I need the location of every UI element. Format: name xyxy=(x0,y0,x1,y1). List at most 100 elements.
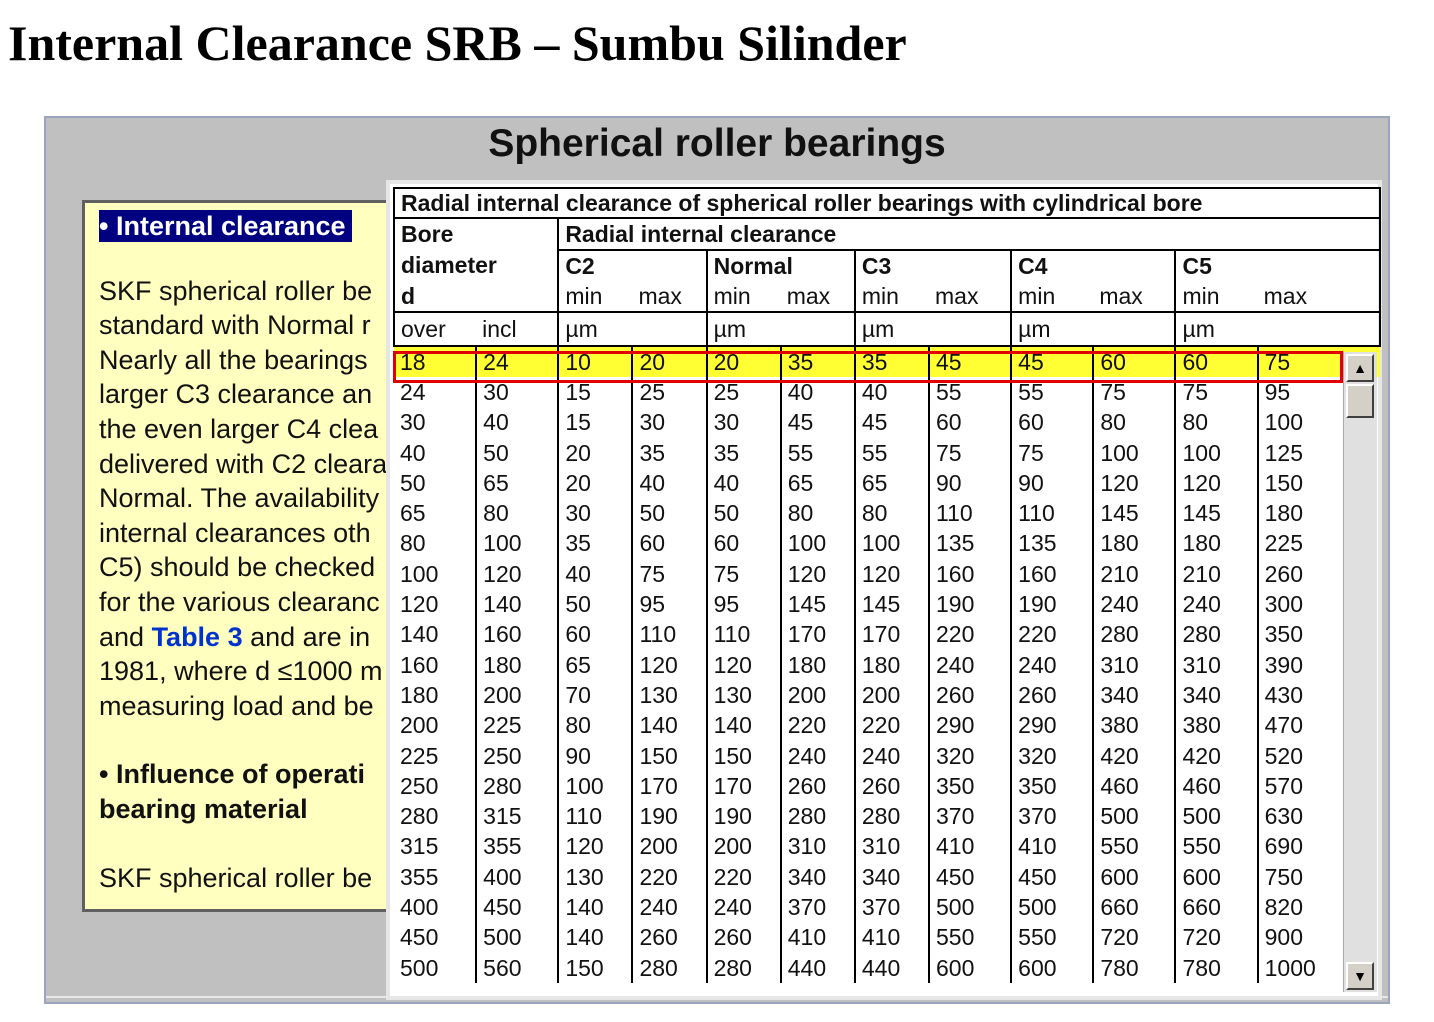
table-row[interactable]: 450 500 140 260 260 410 410 550 550 720 720 900 xyxy=(394,922,1380,953)
table-cell: 350 xyxy=(1011,771,1095,802)
scroll-thumb[interactable] xyxy=(1346,384,1374,418)
table-cell: 120 xyxy=(394,589,478,620)
min-label: min xyxy=(1182,282,1220,309)
table-row[interactable]: 200 225 80 140 140 220 220 290 290 380 380 470 xyxy=(394,710,1380,741)
table-cell: 120 xyxy=(780,559,856,590)
unit-label: µm xyxy=(557,311,708,347)
table-row[interactable]: 100 120 40 75 75 120 120 160 160 210 210 260 xyxy=(394,559,1380,590)
table-cell: 140 xyxy=(558,892,634,923)
slide-frame: Spherical roller bearings • Internal cle… xyxy=(44,116,1390,1004)
table-cell: 35 xyxy=(558,528,634,560)
clearance-header: Radial internal clearance xyxy=(558,218,1381,251)
table-row[interactable]: 80 100 35 60 60 100 100 135 135 180 180 225 xyxy=(394,528,1380,560)
table-row-selected[interactable]: 18 24 10 20 20 35 35 45 45 60 60 75 xyxy=(394,346,1380,378)
table-row[interactable]: 140 160 60 110 110 170 170 220 220 280 280 350 xyxy=(394,619,1380,650)
table-row[interactable]: 180 200 70 130 130 200 200 260 260 340 340 430 xyxy=(394,680,1380,711)
table-cell: 380 xyxy=(1175,710,1259,741)
table-cell: 220 xyxy=(929,619,1013,650)
table-row[interactable]: 355 400 130 220 220 340 340 450 450 600 600 750 xyxy=(394,862,1380,893)
table-cell: 65 xyxy=(476,468,560,499)
influence-heading: • Influence of operati xyxy=(99,759,365,790)
table-cell: 65 xyxy=(780,468,856,499)
table-cell: 260 xyxy=(780,771,856,802)
table-cell: 190 xyxy=(1011,589,1095,620)
table-cell: 100 xyxy=(476,528,560,560)
table-cell: 80 xyxy=(1093,407,1177,438)
table-cell: 65 xyxy=(558,649,634,681)
table-cell: 410 xyxy=(780,922,856,953)
scroll-down-button[interactable]: ▼ xyxy=(1346,962,1374,990)
table-cell: 30 xyxy=(558,498,634,529)
table-cell: 600 xyxy=(929,952,1013,984)
table-cell: 30 xyxy=(632,407,708,438)
panel-text-line: internal clearances oth xyxy=(99,517,371,548)
table-cell: 310 xyxy=(854,831,931,863)
table-cell: 500 xyxy=(1093,801,1177,832)
max-label: max xyxy=(1257,281,1382,312)
table-cell: 280 xyxy=(476,771,560,802)
table-row[interactable]: 24 30 15 25 25 40 40 55 55 75 75 95 xyxy=(394,377,1380,408)
table-cell: 500 xyxy=(394,952,478,984)
table-cell: 280 xyxy=(394,801,478,832)
table-row[interactable]: 50 65 20 40 40 65 65 90 90 120 120 150 xyxy=(394,468,1380,499)
table-row[interactable]: 65 80 30 50 50 80 80 110 110 145 145 180 xyxy=(394,498,1380,529)
table-cell: 260 xyxy=(1011,680,1095,711)
table-row[interactable]: 250 280 100 170 170 260 260 350 350 460 460 570 xyxy=(394,771,1380,802)
table-cell: 80 xyxy=(854,498,931,529)
table-cell: 170 xyxy=(780,619,856,650)
table-row[interactable]: 400 450 140 240 240 370 370 500 500 660 660 820 xyxy=(394,892,1380,923)
table-cell: 75 xyxy=(632,559,708,590)
table-cell: 140 xyxy=(706,710,782,741)
table-cell: 100 xyxy=(558,771,634,802)
table-cell: 160 xyxy=(1011,559,1095,590)
table-cell: 280 xyxy=(1175,619,1259,650)
table-cell: 440 xyxy=(854,952,931,984)
table-cell: 180 xyxy=(1175,528,1259,560)
table-cell: 65 xyxy=(394,498,478,529)
over-label: over xyxy=(392,311,477,347)
table-row[interactable]: 120 140 50 95 95 145 145 190 190 240 240 300 xyxy=(394,589,1380,620)
table-row[interactable]: 225 250 90 150 150 240 240 320 320 420 420 520 xyxy=(394,740,1380,772)
table-cell: 220 xyxy=(1011,619,1095,650)
table-cell: 190 xyxy=(929,589,1013,620)
table-cell: 120 xyxy=(1093,468,1177,499)
table-cell: 140 xyxy=(394,619,478,650)
table-cell: 520 xyxy=(1264,742,1304,769)
internal-clearance-heading: • Internal clearance xyxy=(99,210,352,242)
table-cell: 600 xyxy=(1175,862,1259,893)
vertical-scrollbar[interactable]: ▲ ▼ xyxy=(1343,352,1377,992)
table-cell: 100 xyxy=(854,528,931,560)
table-row[interactable]: 40 50 20 35 35 55 55 75 75 100 100 125 xyxy=(394,437,1380,469)
table-cell: 240 xyxy=(1093,589,1177,620)
table-row[interactable]: 280 315 110 190 190 280 280 370 370 500 500 630 xyxy=(394,801,1380,832)
table-cell: 60 xyxy=(632,528,708,560)
table-cell: 660 xyxy=(1175,892,1259,923)
table-cell: 400 xyxy=(476,862,560,893)
table-body: 18 24 10 20 20 35 35 45 45 60 60 75 24 30 15 25 25 40 40 55… xyxy=(394,346,1380,984)
scroll-up-button[interactable]: ▲ xyxy=(1346,354,1374,382)
table-cell: 370 xyxy=(854,892,931,923)
panel-text-line: measuring load and be xyxy=(99,690,374,721)
table-3-link[interactable]: Table 3 xyxy=(151,621,243,652)
clearance-table-window: Radial internal clearance of spherical r… xyxy=(386,180,1382,1000)
table-row[interactable]: 315 355 120 200 200 310 310 410 410 550 550 690 xyxy=(394,831,1380,863)
table-cell: 160 xyxy=(394,649,478,681)
table-cell: 390 xyxy=(1264,651,1304,678)
table-cell: 50 xyxy=(476,437,560,469)
table-row[interactable]: 500 560 150 280 280 440 440 600 600 780 780 1000 xyxy=(394,952,1380,984)
table-cell: 200 xyxy=(854,680,931,711)
table-cell: 80 xyxy=(476,498,560,529)
panel-text: and are in xyxy=(242,621,371,652)
table-cell: 410 xyxy=(854,922,931,953)
table-cell: 24 xyxy=(394,377,478,408)
table-cell: 95 xyxy=(632,589,708,620)
table-cell: 180 xyxy=(1264,500,1304,527)
table-cell: 350 xyxy=(929,771,1013,802)
table-row[interactable]: 30 40 15 30 30 45 45 60 60 80 80 100 xyxy=(394,407,1380,438)
table-cell: 45 xyxy=(929,346,1013,378)
frame-title: Spherical roller bearings xyxy=(488,122,946,165)
table-cell: 260 xyxy=(706,922,782,953)
table-row[interactable]: 160 180 65 120 120 180 180 240 240 310 310 390 xyxy=(394,649,1380,681)
table-cell: 420 xyxy=(1175,740,1259,772)
table-cell: 20 xyxy=(632,346,708,378)
